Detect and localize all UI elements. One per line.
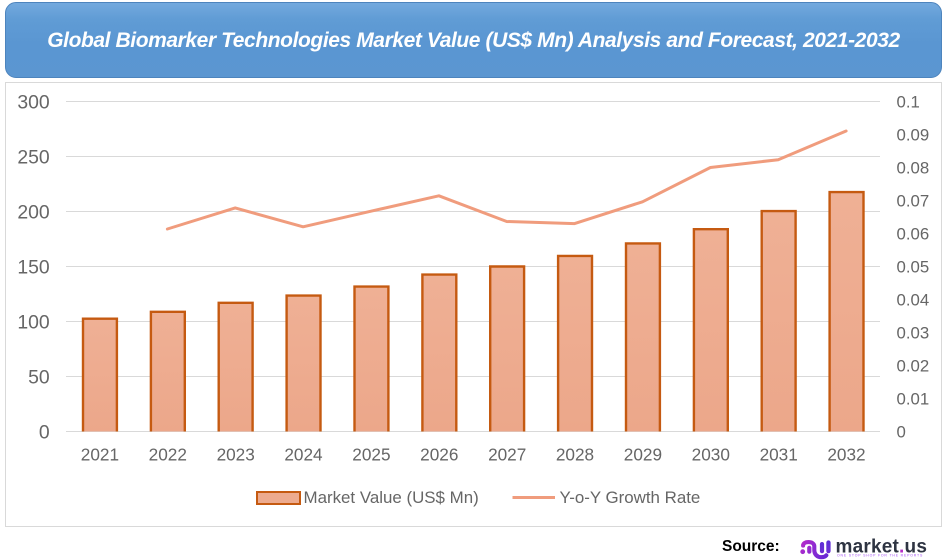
svg-text:2023: 2023 [217, 445, 255, 465]
svg-text:Market Value (US$ Mn): Market Value (US$ Mn) [304, 488, 479, 507]
svg-text:Y-o-Y Growth Rate: Y-o-Y Growth Rate [560, 488, 701, 507]
svg-text:0.03: 0.03 [897, 324, 930, 343]
svg-text:0.06: 0.06 [897, 225, 930, 244]
svg-text:50: 50 [28, 367, 50, 389]
svg-text:2030: 2030 [692, 445, 730, 465]
svg-text:0.08: 0.08 [897, 159, 930, 178]
svg-text:100: 100 [17, 312, 50, 334]
svg-text:0: 0 [39, 422, 50, 444]
svg-text:300: 300 [17, 92, 50, 114]
svg-text:0.05: 0.05 [897, 258, 930, 277]
svg-text:2027: 2027 [488, 445, 526, 465]
svg-text:250: 250 [17, 147, 50, 169]
svg-text:2031: 2031 [760, 445, 798, 465]
svg-text:0.07: 0.07 [897, 192, 930, 211]
svg-text:2028: 2028 [556, 445, 594, 465]
svg-text:0: 0 [897, 423, 906, 442]
svg-text:0.01: 0.01 [897, 390, 930, 409]
svg-text:2032: 2032 [827, 445, 865, 465]
svg-text:2025: 2025 [352, 445, 390, 465]
svg-text:0.02: 0.02 [897, 357, 930, 376]
svg-text:2029: 2029 [624, 445, 662, 465]
svg-text:2024: 2024 [284, 445, 323, 465]
svg-text:150: 150 [17, 257, 50, 279]
svg-text:2021: 2021 [81, 445, 119, 465]
svg-text:2026: 2026 [420, 445, 458, 465]
svg-text:2022: 2022 [149, 445, 187, 465]
svg-text:200: 200 [17, 202, 50, 224]
svg-text:0.04: 0.04 [897, 291, 930, 310]
svg-text:0.1: 0.1 [897, 93, 920, 112]
svg-text:ONE STOP SHOP FOR THE REPORTS: ONE STOP SHOP FOR THE REPORTS [837, 554, 923, 558]
svg-text:market.us: market.us [836, 536, 928, 557]
svg-text:0.09: 0.09 [897, 126, 930, 145]
svg-text:Source:: Source: [722, 538, 780, 555]
